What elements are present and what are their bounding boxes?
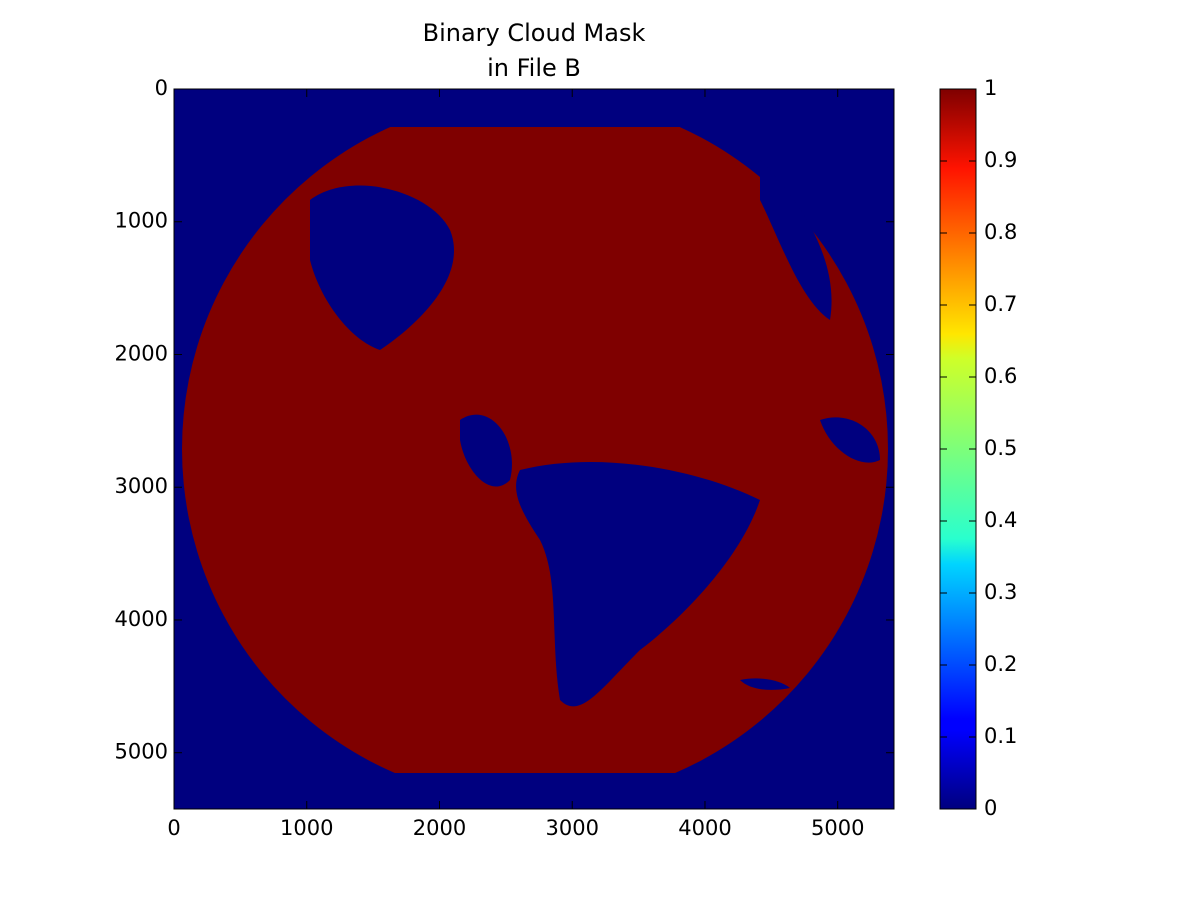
x-tick-label: 5000: [811, 816, 864, 840]
chart-title: Binary Cloud Mask: [423, 19, 646, 47]
colorbar-tick-label: 1: [984, 76, 997, 100]
y-tick-label: 0: [155, 76, 168, 100]
colorbar-tick-label: 0.2: [984, 652, 1017, 676]
land-clear: [760, 160, 832, 320]
colorbar-tick-label: 0.4: [984, 508, 1017, 532]
x-tick-label: 1000: [280, 816, 333, 840]
y-tick-label: 1000: [115, 209, 168, 233]
colorbar-tick-label: 0.9: [984, 148, 1017, 172]
x-tick-label: 0: [167, 816, 180, 840]
image: [173, 88, 895, 810]
x-tick-label: 3000: [546, 816, 599, 840]
chart-title: in File B: [487, 54, 581, 82]
x-tick-label: 2000: [413, 816, 466, 840]
x-tick-label: 4000: [678, 816, 731, 840]
land-clear: [460, 414, 512, 487]
colorbar-tick-label: 0.1: [984, 724, 1017, 748]
disk: [182, 127, 888, 773]
y-tick-label: 5000: [115, 740, 168, 764]
land-clear: [516, 461, 760, 707]
land-clear: [740, 678, 790, 690]
y-tick-label: 4000: [115, 607, 168, 631]
colorbar-tick-label: 0.6: [984, 364, 1017, 388]
colorbar-tick-label: 0: [984, 796, 997, 820]
colorbar-tick-label: 0.8: [984, 220, 1017, 244]
land-clear: [820, 417, 880, 463]
colorbar-tick-label: 0.3: [984, 580, 1017, 604]
y-tick-label: 3000: [115, 474, 168, 498]
colorbar-tick-label: 0.5: [984, 436, 1017, 460]
colorbar-tick-label: 0.7: [984, 292, 1017, 316]
axes-frame: [173, 88, 895, 810]
y-tick-label: 2000: [115, 341, 168, 365]
land-clear: [310, 185, 454, 350]
